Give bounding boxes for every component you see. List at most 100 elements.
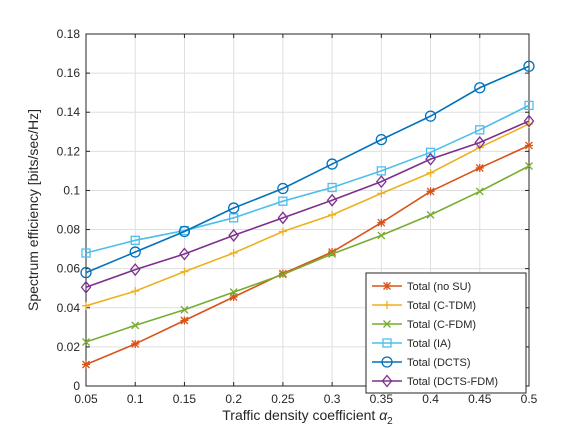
- y-tick-label: 0.06: [57, 262, 81, 276]
- legend-swatch-marker: [381, 374, 393, 388]
- legend-swatch-marker: [383, 282, 391, 290]
- data-point-marker: [377, 231, 386, 240]
- legend-swatch-marker: [383, 320, 391, 328]
- plot-area-frame: [85, 33, 530, 387]
- y-axis-label: Spectrum efficiency [bits/sec/Hz]: [25, 109, 41, 311]
- data-point-marker: [524, 100, 534, 111]
- legend-swatch-marker: [383, 301, 391, 309]
- x-tick-label: 0.4: [422, 392, 439, 406]
- data-point-marker: [525, 141, 533, 150]
- y-tick-label: 0.18: [57, 27, 81, 41]
- series-line: [85, 65, 530, 274]
- x-tick-label: 0.2: [225, 392, 242, 406]
- data-point-marker: [277, 211, 289, 225]
- data-point-marker: [178, 225, 191, 238]
- data-point-marker: [326, 193, 338, 207]
- data-point-marker: [525, 162, 533, 170]
- legend-label: Total (no SU): [407, 281, 471, 293]
- data-point-marker: [377, 189, 386, 198]
- y-tick-label: 0.04: [57, 301, 81, 315]
- x-tick-label: 0.05: [74, 392, 98, 406]
- legend-item: Total (C-TDM): [372, 300, 476, 312]
- data-point-marker: [130, 235, 140, 245]
- data-point-marker: [131, 339, 140, 348]
- data-point-marker: [327, 182, 337, 193]
- legend-item: Total (IA): [372, 338, 451, 350]
- series-total-ia: [81, 100, 534, 258]
- series-line: [85, 104, 530, 254]
- data-point-marker: [426, 168, 435, 177]
- data-point-marker: [229, 249, 238, 258]
- y-tick-label: 0.1: [63, 183, 80, 197]
- data-point-marker: [179, 247, 190, 261]
- data-point-marker: [326, 158, 338, 170]
- y-tick-label: 0.08: [57, 223, 81, 237]
- data-point-marker: [278, 270, 287, 279]
- data-point-marker: [81, 248, 91, 258]
- legend-label: Total (IA): [407, 338, 451, 350]
- data-point-marker: [131, 287, 140, 296]
- x-tick-label: 0.5: [521, 392, 538, 406]
- data-point-marker: [425, 152, 436, 166]
- data-point-marker: [424, 110, 437, 122]
- y-tick-label: 0.12: [57, 144, 81, 158]
- data-point-marker: [229, 213, 239, 223]
- x-axis-label-symbol: α: [379, 407, 388, 423]
- series-line: [85, 144, 530, 366]
- x-tick-label: 0.1: [127, 392, 144, 406]
- data-point-marker: [426, 187, 435, 196]
- series-total-no-su: [82, 141, 533, 369]
- series-total-dcts: [80, 60, 535, 279]
- legend-label: Total (C-TDM): [407, 300, 476, 312]
- y-tick-label: 0.14: [57, 105, 81, 119]
- data-point-marker: [474, 136, 486, 150]
- x-tick-label: 0.15: [173, 392, 197, 406]
- data-point-marker: [228, 202, 240, 214]
- legend-item: Total (DCTS-FDM): [372, 374, 498, 388]
- x-tick-label: 0.35: [370, 392, 394, 406]
- data-point-marker: [278, 227, 287, 236]
- y-tick-label: 0.02: [57, 340, 81, 354]
- series-line: [85, 165, 530, 343]
- data-point-marker: [278, 196, 288, 206]
- data-point-marker: [229, 288, 238, 297]
- data-point-marker: [228, 228, 240, 242]
- data-point-marker: [523, 60, 535, 72]
- series-total-c-fdm: [82, 162, 533, 346]
- series-total-dcts-fdm: [80, 114, 535, 294]
- data-point-marker: [82, 360, 90, 369]
- legend-swatch-marker: [382, 338, 392, 348]
- data-point-marker: [129, 263, 141, 277]
- axis-ticks: 0.05 0.1 0.15 0.2 0.25 0.3 0.35 0.4 0.45 0.5 0 0.02…: [57, 27, 538, 406]
- data-point-marker: [426, 210, 435, 219]
- series-group: [80, 60, 535, 369]
- data-point-marker: [277, 182, 289, 195]
- x-axis-label-subscript: 2: [387, 416, 393, 427]
- data-point-marker: [278, 269, 287, 278]
- x-tick-label: 0.25: [271, 392, 295, 406]
- legend: Total (no SU) Total (C-TDM) Total (C-FDM) T…: [365, 272, 527, 394]
- data-point-marker: [180, 305, 189, 314]
- data-point-marker: [475, 163, 484, 172]
- y-tick-label: 0: [73, 379, 80, 393]
- x-axis-label: Traffic density coefficient α2: [222, 407, 393, 427]
- data-point-marker: [523, 114, 535, 128]
- y-tick-label: 0.16: [57, 66, 81, 80]
- x-axis-label-text: Traffic density coefficient: [222, 407, 375, 423]
- data-point-marker: [82, 338, 90, 346]
- x-tick-label: 0.3: [324, 392, 341, 406]
- legend-box: [365, 272, 527, 394]
- data-point-marker: [129, 246, 141, 258]
- data-point-marker: [475, 187, 484, 196]
- series-line: [85, 120, 530, 288]
- data-point-marker: [229, 293, 238, 302]
- data-point-marker: [375, 175, 387, 189]
- data-point-marker: [328, 250, 337, 258]
- data-point-marker: [82, 301, 90, 310]
- series-line: [85, 123, 530, 307]
- data-point-marker: [475, 125, 485, 135]
- data-point-marker: [328, 210, 337, 219]
- legend-item: Total (DCTS): [372, 356, 471, 369]
